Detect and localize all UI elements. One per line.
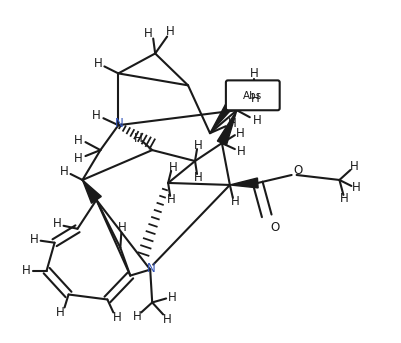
Text: H: H [252,114,261,127]
Text: H: H [166,193,175,206]
Text: H: H [53,217,62,230]
Text: H: H [249,67,257,80]
Text: H: H [94,57,103,70]
Text: H: H [74,134,83,146]
Text: H: H [74,152,83,165]
Text: H: H [193,139,202,152]
Text: H: H [167,291,176,304]
Text: H: H [92,109,101,122]
Text: H: H [351,181,360,194]
Polygon shape [82,180,101,203]
Text: N: N [115,117,124,130]
Polygon shape [209,96,237,133]
Text: H: H [60,166,69,178]
Text: H: H [117,221,126,234]
Text: H: H [162,313,171,326]
Text: H: H [230,196,239,209]
Text: H: H [339,192,348,205]
Text: H: H [22,264,31,277]
Text: O: O [292,164,302,177]
Text: H: H [113,311,122,324]
Text: H: H [134,132,142,145]
Text: H: H [227,117,236,130]
Text: H: H [235,127,244,140]
Text: H: H [193,172,202,185]
Text: H: H [133,310,141,323]
Text: H: H [165,25,174,38]
Text: H: H [168,161,177,174]
Text: H: H [56,306,65,319]
FancyBboxPatch shape [225,80,279,110]
Text: H: H [236,145,245,157]
Text: H: H [349,159,358,173]
Text: H: H [144,27,152,40]
Text: N: N [146,262,155,275]
Polygon shape [229,178,257,188]
Text: H: H [30,233,39,246]
Text: H: H [250,92,259,105]
Text: O: O [269,221,279,234]
Text: Abs: Abs [243,91,262,101]
Polygon shape [217,110,236,145]
